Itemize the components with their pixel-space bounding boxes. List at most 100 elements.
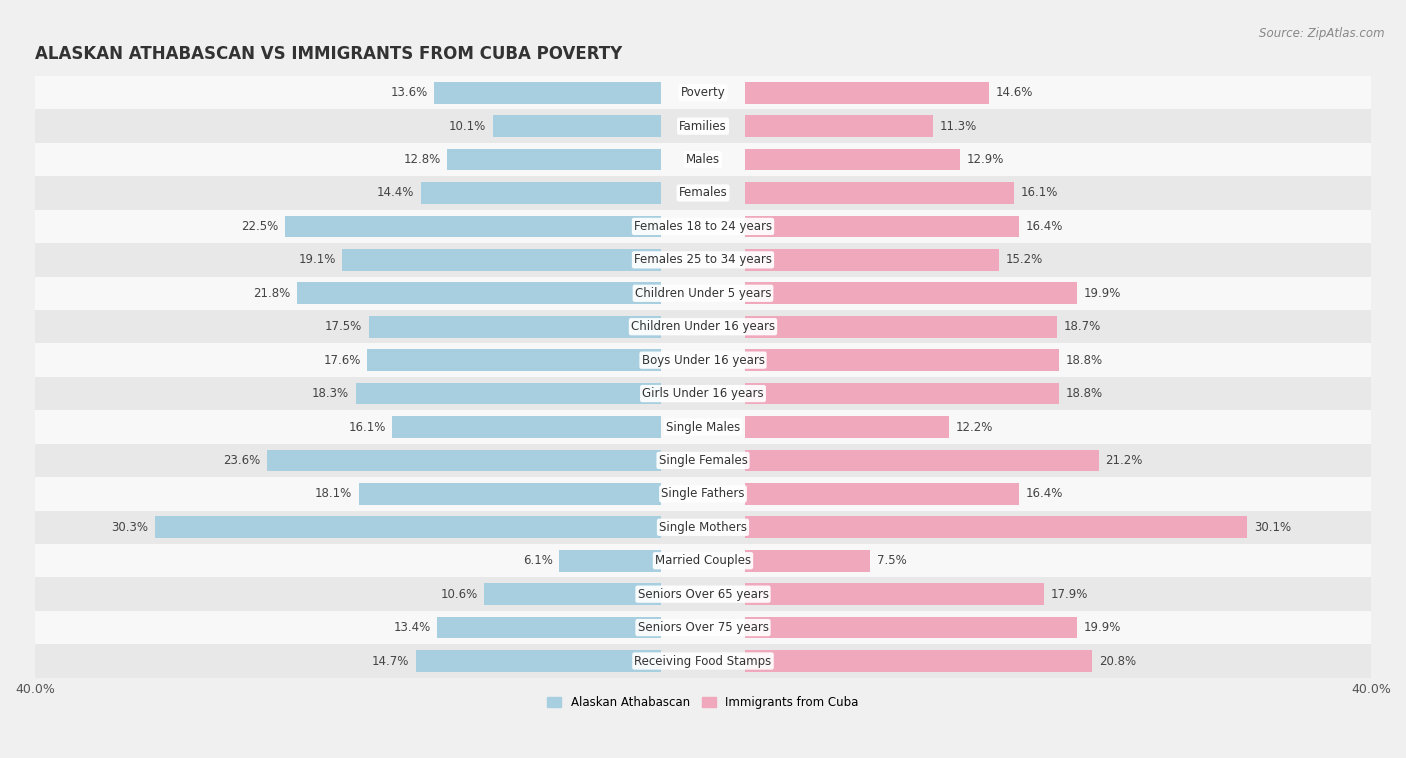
Text: 19.9%: 19.9% bbox=[1084, 621, 1121, 634]
Bar bbox=[447, 149, 661, 171]
Text: 10.1%: 10.1% bbox=[449, 120, 486, 133]
Bar bbox=[342, 249, 661, 271]
Bar bbox=[35, 644, 1371, 678]
Text: Receiving Food Stamps: Receiving Food Stamps bbox=[634, 654, 772, 668]
Bar bbox=[745, 182, 1014, 204]
Bar bbox=[416, 650, 661, 672]
Text: Seniors Over 75 years: Seniors Over 75 years bbox=[637, 621, 769, 634]
Text: 14.7%: 14.7% bbox=[371, 654, 409, 668]
Bar bbox=[35, 477, 1371, 511]
Text: 16.4%: 16.4% bbox=[1025, 487, 1063, 500]
Bar bbox=[434, 82, 661, 104]
Bar bbox=[484, 584, 661, 605]
Text: Females: Females bbox=[679, 186, 727, 199]
Bar bbox=[35, 377, 1371, 410]
Text: Single Mothers: Single Mothers bbox=[659, 521, 747, 534]
Bar bbox=[745, 483, 1019, 505]
Bar bbox=[745, 516, 1247, 538]
Bar bbox=[35, 177, 1371, 210]
Text: 17.9%: 17.9% bbox=[1050, 587, 1088, 600]
Text: 30.3%: 30.3% bbox=[111, 521, 149, 534]
Bar bbox=[745, 215, 1019, 237]
Text: Children Under 16 years: Children Under 16 years bbox=[631, 320, 775, 334]
Text: 10.6%: 10.6% bbox=[440, 587, 478, 600]
Bar bbox=[367, 349, 661, 371]
Text: Poverty: Poverty bbox=[681, 86, 725, 99]
Bar bbox=[267, 449, 661, 471]
Bar bbox=[745, 283, 1077, 304]
Bar bbox=[745, 82, 988, 104]
Text: 12.2%: 12.2% bbox=[955, 421, 993, 434]
Text: 17.5%: 17.5% bbox=[325, 320, 363, 334]
Bar bbox=[359, 483, 661, 505]
Bar bbox=[35, 210, 1371, 243]
Bar bbox=[560, 550, 661, 572]
Text: 16.4%: 16.4% bbox=[1025, 220, 1063, 233]
Bar bbox=[35, 511, 1371, 544]
Text: 19.9%: 19.9% bbox=[1084, 287, 1121, 299]
Legend: Alaskan Athabascan, Immigrants from Cuba: Alaskan Athabascan, Immigrants from Cuba bbox=[543, 691, 863, 714]
Text: Females 25 to 34 years: Females 25 to 34 years bbox=[634, 253, 772, 266]
Bar bbox=[35, 578, 1371, 611]
Text: 16.1%: 16.1% bbox=[349, 421, 385, 434]
Bar bbox=[35, 310, 1371, 343]
Bar bbox=[745, 383, 1059, 405]
Bar bbox=[35, 611, 1371, 644]
Text: 15.2%: 15.2% bbox=[1005, 253, 1042, 266]
Bar bbox=[437, 617, 661, 638]
Text: 7.5%: 7.5% bbox=[877, 554, 907, 567]
Text: 12.8%: 12.8% bbox=[404, 153, 441, 166]
Text: 13.6%: 13.6% bbox=[391, 86, 427, 99]
Text: 21.2%: 21.2% bbox=[1105, 454, 1143, 467]
Bar bbox=[35, 544, 1371, 578]
Text: 14.4%: 14.4% bbox=[377, 186, 413, 199]
Text: 20.8%: 20.8% bbox=[1099, 654, 1136, 668]
Bar bbox=[368, 316, 661, 337]
Text: 6.1%: 6.1% bbox=[523, 554, 553, 567]
Text: Boys Under 16 years: Boys Under 16 years bbox=[641, 354, 765, 367]
Text: 30.1%: 30.1% bbox=[1254, 521, 1291, 534]
Bar bbox=[745, 650, 1092, 672]
Bar bbox=[745, 249, 998, 271]
Text: 12.9%: 12.9% bbox=[967, 153, 1004, 166]
Text: 18.8%: 18.8% bbox=[1066, 354, 1102, 367]
Bar bbox=[745, 584, 1043, 605]
Bar bbox=[392, 416, 661, 438]
Text: Females 18 to 24 years: Females 18 to 24 years bbox=[634, 220, 772, 233]
Text: Seniors Over 65 years: Seniors Over 65 years bbox=[637, 587, 769, 600]
Bar bbox=[285, 215, 661, 237]
Text: Families: Families bbox=[679, 120, 727, 133]
Bar bbox=[297, 283, 661, 304]
Text: 11.3%: 11.3% bbox=[941, 120, 977, 133]
Bar bbox=[745, 550, 870, 572]
Text: Single Males: Single Males bbox=[666, 421, 740, 434]
Text: 17.6%: 17.6% bbox=[323, 354, 360, 367]
Bar bbox=[745, 449, 1099, 471]
Text: ALASKAN ATHABASCAN VS IMMIGRANTS FROM CUBA POVERTY: ALASKAN ATHABASCAN VS IMMIGRANTS FROM CU… bbox=[35, 45, 623, 64]
Bar bbox=[420, 182, 661, 204]
Bar bbox=[492, 115, 661, 137]
Bar bbox=[35, 343, 1371, 377]
Text: Girls Under 16 years: Girls Under 16 years bbox=[643, 387, 763, 400]
Bar bbox=[35, 277, 1371, 310]
Text: 18.7%: 18.7% bbox=[1064, 320, 1101, 334]
Bar bbox=[745, 416, 949, 438]
Bar bbox=[155, 516, 661, 538]
Bar bbox=[35, 109, 1371, 143]
Text: 13.4%: 13.4% bbox=[394, 621, 430, 634]
Text: 14.6%: 14.6% bbox=[995, 86, 1032, 99]
Bar bbox=[35, 410, 1371, 443]
Text: 18.8%: 18.8% bbox=[1066, 387, 1102, 400]
Text: Married Couples: Married Couples bbox=[655, 554, 751, 567]
Bar bbox=[356, 383, 661, 405]
Text: Males: Males bbox=[686, 153, 720, 166]
Text: 16.1%: 16.1% bbox=[1021, 186, 1057, 199]
Bar bbox=[745, 349, 1059, 371]
Text: Single Fathers: Single Fathers bbox=[661, 487, 745, 500]
Bar bbox=[35, 243, 1371, 277]
Bar bbox=[745, 149, 960, 171]
Bar bbox=[35, 143, 1371, 177]
Text: 18.1%: 18.1% bbox=[315, 487, 353, 500]
Text: 22.5%: 22.5% bbox=[242, 220, 278, 233]
Bar bbox=[745, 316, 1057, 337]
